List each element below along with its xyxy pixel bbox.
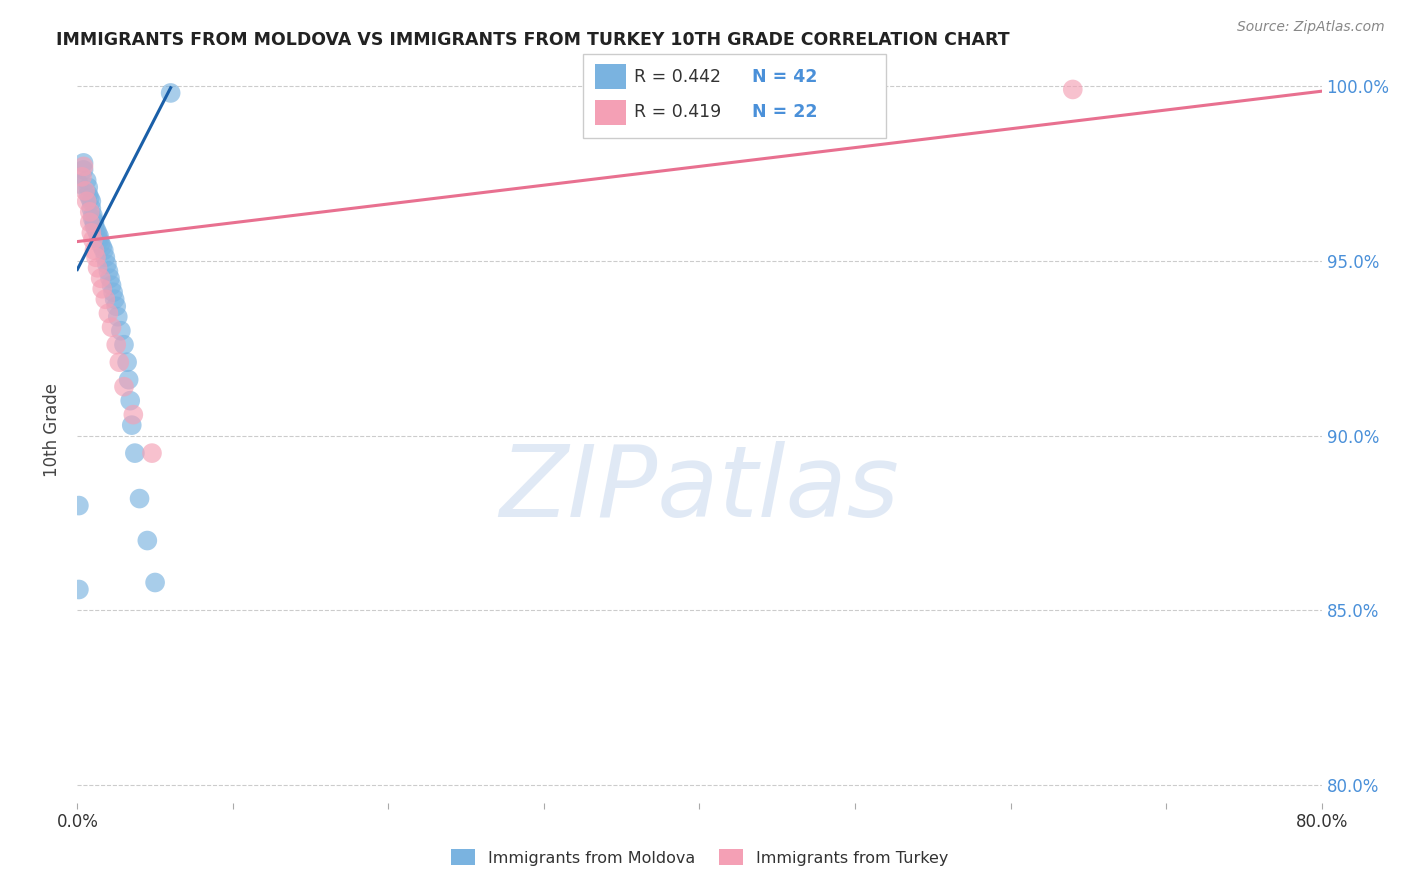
Point (121, 418, 143, 433)
Point (72, 160, 94, 174)
Point (77, 180, 100, 194)
Legend: Immigrants from Moldova, Immigrants from Turkey: Immigrants from Moldova, Immigrants from… (451, 849, 948, 865)
Y-axis label: 10th Grade: 10th Grade (44, 384, 62, 477)
Point (94, 250, 117, 264)
Point (90, 271, 112, 285)
Point (82, 233, 104, 247)
Point (79, 215, 101, 229)
Point (84, 250, 107, 264)
Point (82, 211, 104, 226)
Point (128, 491, 150, 506)
Point (1062, 82, 1084, 96)
Point (112, 379, 135, 393)
Text: N = 42: N = 42 (752, 68, 817, 86)
Point (107, 310, 129, 324)
Point (83, 215, 105, 229)
Point (110, 324, 132, 338)
Point (100, 320, 122, 334)
Point (67, 582, 90, 597)
Point (76, 173, 98, 187)
Point (120, 393, 142, 408)
Point (83, 219, 105, 233)
Point (75, 184, 97, 198)
Text: ZIPatlas: ZIPatlas (499, 442, 900, 539)
Point (143, 575, 166, 590)
Point (104, 292, 127, 306)
Point (115, 355, 138, 369)
Point (67, 177, 90, 191)
Point (77, 187, 100, 202)
Point (83, 244, 105, 258)
Point (90, 236, 112, 251)
Point (96, 257, 118, 271)
Point (72, 156, 94, 170)
Point (80, 226, 103, 240)
Text: R = 0.442: R = 0.442 (634, 68, 721, 86)
Point (82, 208, 104, 222)
Text: R = 0.419: R = 0.419 (634, 103, 721, 121)
Point (122, 408, 145, 422)
Text: N = 22: N = 22 (752, 103, 818, 121)
Point (105, 299, 128, 313)
Point (112, 337, 135, 351)
Point (72, 162, 94, 177)
Point (100, 278, 122, 293)
Point (80, 202, 103, 216)
Point (108, 355, 131, 369)
Point (76, 194, 98, 209)
Point (98, 271, 121, 285)
Point (87, 229, 110, 244)
Point (93, 244, 115, 258)
Point (67, 499, 90, 513)
Point (159, 86, 181, 100)
Point (101, 285, 124, 300)
Point (87, 233, 110, 247)
Point (70, 169, 93, 184)
Point (91, 282, 114, 296)
Point (124, 446, 146, 460)
Text: IMMIGRANTS FROM MOLDOVA VS IMMIGRANTS FROM TURKEY 10TH GRADE CORRELATION CHART: IMMIGRANTS FROM MOLDOVA VS IMMIGRANTS FR… (56, 31, 1010, 49)
Point (86, 260, 108, 275)
Point (86, 226, 108, 240)
Point (79, 191, 101, 205)
Point (80, 194, 103, 209)
Point (105, 337, 128, 351)
Point (141, 446, 163, 460)
Point (136, 533, 159, 548)
Point (79, 204, 101, 219)
Text: Source: ZipAtlas.com: Source: ZipAtlas.com (1237, 20, 1385, 34)
Point (118, 373, 141, 387)
Point (94, 292, 117, 306)
Point (97, 306, 120, 320)
Point (91, 240, 114, 254)
Point (97, 264, 120, 278)
Point (84, 222, 107, 236)
